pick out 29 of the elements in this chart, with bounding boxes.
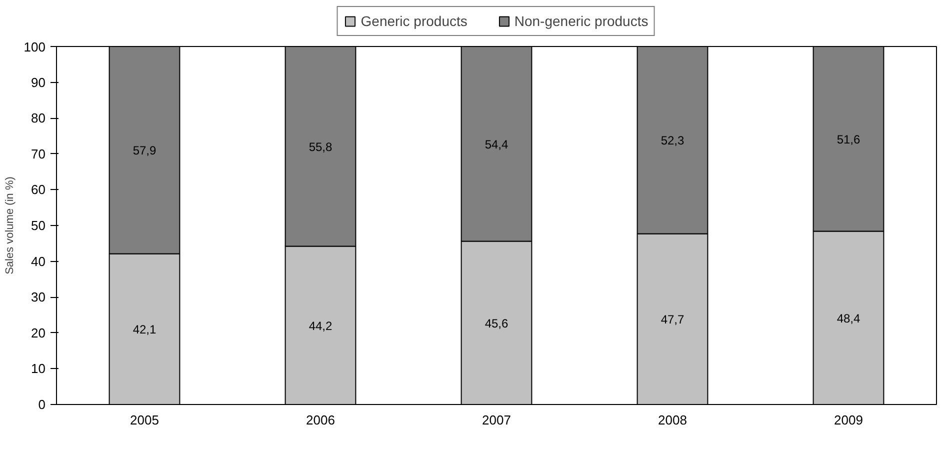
y-tick-label: 90 [31, 74, 46, 90]
y-tick-label: 50 [31, 218, 46, 233]
x-tick-label: 2009 [834, 412, 863, 428]
data-label: 54,4 [484, 137, 509, 152]
y-axis-title: Sales volume (in %) [4, 176, 16, 274]
data-label: 57,9 [132, 144, 157, 158]
data-label: 45,6 [484, 316, 509, 330]
legend-label: Generic products [360, 13, 468, 29]
legend-label: Non-generic products [514, 13, 648, 29]
data-label: 51,6 [836, 132, 861, 146]
data-label: 42,1 [132, 322, 157, 337]
y-tick-label: 0 [38, 397, 46, 412]
y-tick-label: 30 [31, 290, 46, 305]
data-label: 47,7 [660, 312, 685, 327]
y-tick-label: 10 [31, 361, 46, 376]
x-tick-label: 2008 [658, 412, 687, 428]
data-label: 48,4 [836, 311, 861, 326]
data-label: 44,2 [308, 318, 333, 333]
x-tick-label: 2007 [482, 412, 511, 428]
x-tick-label: 2006 [306, 412, 335, 428]
y-tick-label: 80 [31, 110, 46, 126]
data-label: 55,8 [308, 140, 333, 154]
x-tick-label: 2005 [130, 412, 159, 428]
y-tick-label: 60 [31, 182, 46, 198]
y-tick-label: 70 [31, 146, 46, 162]
y-tick-label: 20 [31, 325, 46, 340]
data-label: 52,3 [660, 134, 685, 148]
y-tick-label: 100 [24, 40, 46, 54]
y-tick-label: 40 [31, 254, 46, 269]
